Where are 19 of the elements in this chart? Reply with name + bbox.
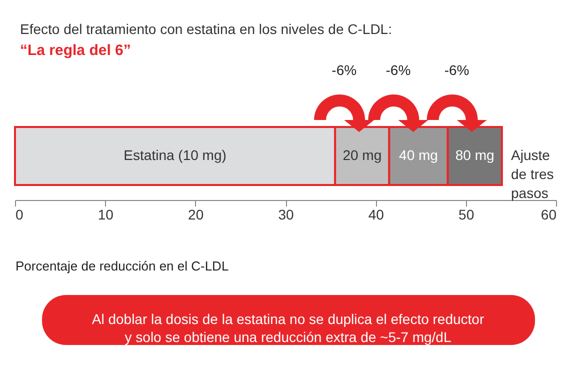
series-label: 20 mg xyxy=(342,147,382,163)
x-tick-label: 20 xyxy=(188,206,204,222)
text: -6% xyxy=(386,62,411,78)
x-tick-label: 30 xyxy=(278,206,294,222)
text: Al doblar la dosis de la estatina no se duplica el efecto reductor y solo se obtiene una reducción extra de ~5-7 mg/dL xyxy=(92,311,484,345)
series-label: Estatina (10 mg) xyxy=(124,147,226,163)
x-tick-label: 40 xyxy=(368,206,384,222)
x-tick-label: 60 xyxy=(540,206,557,222)
series-label: 40 mg xyxy=(399,147,438,163)
text: -6% xyxy=(332,62,357,78)
text: -6% xyxy=(444,62,470,78)
chart-title: Efecto del tratamiento con estatina en los niveles de C-LDL: xyxy=(20,21,392,37)
chart-subtitle: “La regla del 6” xyxy=(20,42,131,59)
x-tick-label: 10 xyxy=(98,206,114,222)
annotation: Ajuste de tres pasos xyxy=(511,147,554,201)
x-tick-label: 0 xyxy=(16,206,24,222)
series-label: 80 mg xyxy=(455,147,494,163)
x-axis-title: Porcentaje de reducción en el C-LDL xyxy=(16,258,229,274)
x-tick-label: 50 xyxy=(458,206,474,222)
